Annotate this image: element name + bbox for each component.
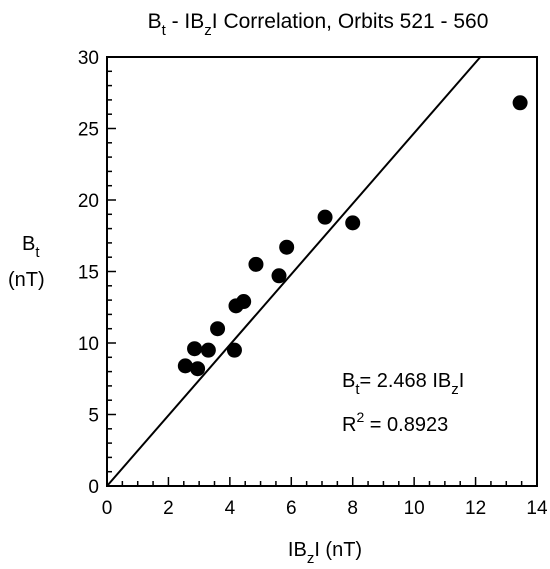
data-point — [177, 358, 193, 374]
x-tick-label: 2 — [163, 498, 174, 519]
data-point — [200, 342, 216, 358]
x-tick-label: 12 — [465, 498, 486, 519]
data-point — [345, 215, 361, 231]
chart-title: Bt - IBzI Correlation, Orbits 521 - 560 — [148, 10, 489, 39]
y-tick-label: 20 — [78, 191, 99, 212]
data-point — [279, 239, 295, 255]
r2-sup: 2 — [356, 409, 364, 425]
x-tick-label: 6 — [286, 498, 297, 519]
plot-frame — [106, 56, 538, 487]
title-mid-sub: z — [204, 22, 212, 39]
ylabel-sub: t — [35, 244, 40, 261]
eq-b: B — [342, 370, 355, 392]
y-tick-label: 15 — [78, 263, 99, 284]
equation-annotation: Bt= 2.468 IBzI — [342, 370, 464, 398]
data-point — [236, 294, 252, 310]
data-point — [317, 209, 333, 225]
data-point — [226, 342, 242, 358]
title-mid: - IB — [166, 10, 205, 33]
ylabel-b: B — [22, 233, 35, 255]
regression-line — [106, 56, 482, 487]
eq-mid: = 2.468 IB — [360, 370, 452, 392]
eq-z-sub: z — [451, 381, 459, 398]
y-tick-label: 0 — [88, 477, 99, 498]
data-point — [210, 321, 226, 337]
eq-end: I — [459, 370, 465, 392]
title-b: B — [148, 10, 162, 33]
title-b-sub: t — [162, 22, 167, 39]
y-axis-unit: (nT) — [8, 269, 45, 291]
data-points — [177, 95, 528, 377]
axis-tick-labels: 0 2 4 6 8 10 12 14 0 5 10 15 20 25 30 — [78, 48, 548, 519]
xlabel-post: I (nT) — [314, 539, 362, 561]
x-tick-label: 14 — [526, 498, 548, 519]
x-tick-label: 8 — [347, 498, 358, 519]
data-point — [271, 268, 287, 284]
data-point — [190, 361, 206, 377]
r2-r: R — [342, 414, 356, 436]
data-point — [248, 256, 264, 272]
xlabel-pre: IB — [288, 539, 307, 561]
data-point — [187, 341, 203, 357]
data-point — [512, 95, 528, 111]
axis-ticks — [106, 56, 538, 487]
x-tick-label: 0 — [102, 498, 113, 519]
x-axis-label: IBzI (nT) — [288, 539, 362, 567]
y-tick-label: 10 — [78, 334, 99, 355]
eq-b-sub: t — [355, 381, 360, 398]
x-tick-label: 10 — [404, 498, 425, 519]
x-tick-label: 4 — [225, 498, 236, 519]
xlabel-sub: z — [307, 550, 315, 567]
r-squared-annotation: R2 = 0.8923 — [342, 409, 448, 436]
y-tick-label: 30 — [78, 48, 99, 69]
r2-rest: = 0.8923 — [364, 414, 448, 436]
title-rest: I Correlation, Orbits 521 - 560 — [212, 10, 489, 33]
y-tick-label: 5 — [88, 406, 99, 427]
y-tick-label: 25 — [78, 120, 99, 141]
y-axis-label: Bt — [22, 233, 40, 261]
